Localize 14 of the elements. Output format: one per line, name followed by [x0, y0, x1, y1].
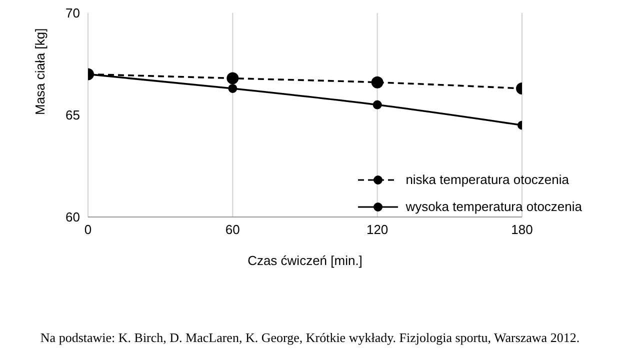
legend-label: wysoka temperatura otoczenia [406, 199, 582, 214]
legend-label: niska temperatura otoczenia [406, 172, 569, 187]
x-tick-label: 180 [511, 222, 533, 238]
point [228, 84, 238, 93]
y-tick-label: 60 [66, 210, 80, 225]
y-tick-label: 70 [66, 6, 80, 21]
x-tick-label: 60 [225, 222, 240, 238]
point [372, 100, 382, 110]
x-axis-title: Czas ćwiczeń [min.] [248, 253, 362, 268]
y-tick-label: 65 [66, 108, 80, 123]
text: Na podstawie: K. Birch, D. MacLaren, K. George, Krótkie wykłady. Fizjologia sportu, Warszawa 2012. [39, 330, 581, 346]
y-axis-title: Masa ciała [kg] [32, 28, 48, 115]
x-tick-label: 0 [84, 222, 92, 238]
x-tick-label: 120 [366, 222, 388, 238]
